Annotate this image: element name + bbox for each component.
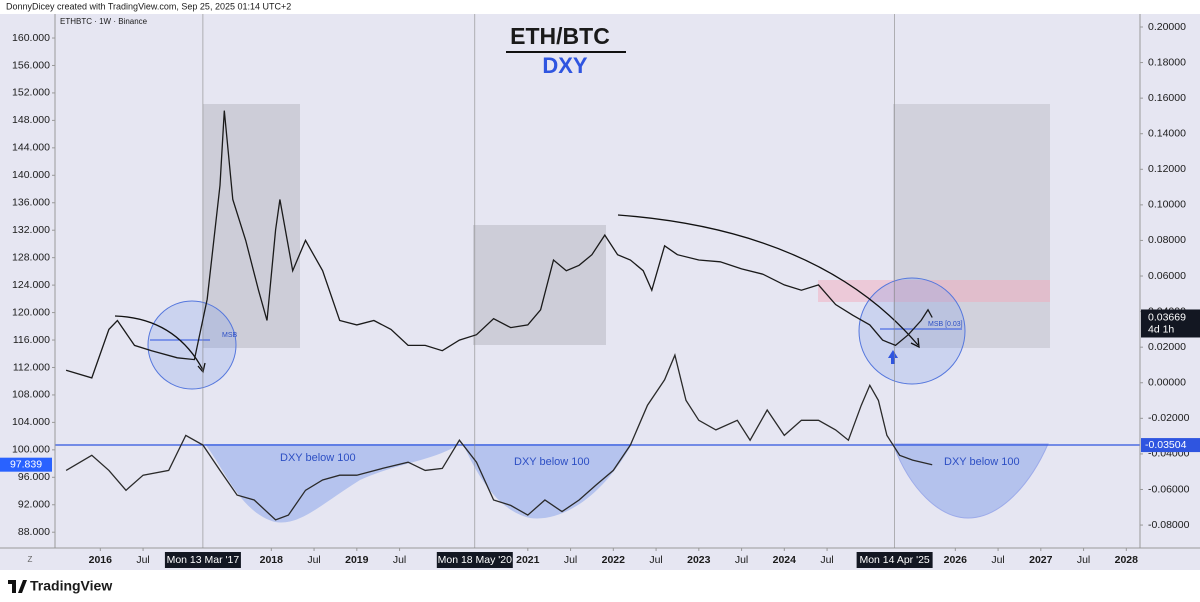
y-tick-label: 160.000: [12, 32, 50, 44]
price-label: 0.03669: [1148, 311, 1186, 323]
y2-tick-label: 0.06000: [1148, 270, 1186, 282]
x-tick-label: Jul: [649, 554, 662, 566]
y2-tick-label: -0.06000: [1148, 483, 1190, 495]
y-tick-label: 92.000: [18, 499, 50, 511]
annotation: DXY below 100: [280, 452, 356, 464]
dxy-area: [463, 444, 632, 519]
header: DonnyDicey created with TradingView.com,…: [6, 1, 291, 11]
level-label: -0.03504: [1145, 439, 1187, 451]
brand: TradingView: [30, 578, 112, 594]
x-tick-label: 2026: [944, 554, 968, 566]
x-tick-label: 2028: [1115, 554, 1139, 566]
y-tick-label: 88.000: [18, 526, 50, 538]
x-tick-label: Jul: [393, 554, 406, 566]
y2-tick-label: 0.08000: [1148, 234, 1186, 246]
resistance-box: [818, 280, 1050, 302]
y-tick-label: 140.000: [12, 169, 50, 181]
y2-tick-label: 0.20000: [1148, 21, 1186, 33]
y-tick-label: 152.000: [12, 87, 50, 99]
crosshair-label-bg: [436, 552, 513, 568]
crosshair-label: Mon 13 Mar '17: [167, 554, 240, 566]
x-tick-label: 2016: [89, 554, 113, 566]
y2-tick-label: 0.02000: [1148, 341, 1186, 353]
y-tick-label: 120.000: [12, 306, 50, 318]
target-box: [893, 104, 1050, 348]
y2-tick-label: 0.00000: [1148, 377, 1186, 389]
crosshair-label-bg: [856, 552, 933, 568]
x-tick-label: Jul: [307, 554, 320, 566]
x-tick-label: 2024: [773, 554, 797, 566]
x-tick-label: Jul: [820, 554, 833, 566]
price-line: [65, 353, 933, 521]
scale-button[interactable]: Z: [28, 555, 33, 564]
dxy-projection: [892, 443, 1049, 519]
y-tick-label: 128.000: [12, 251, 50, 263]
x-tick-label: 2019: [345, 554, 369, 566]
x-tick-label: 2023: [687, 554, 711, 566]
y-tick-label: 116.000: [13, 334, 50, 346]
range-box: [473, 225, 606, 345]
y-tick-label: 104.000: [12, 416, 50, 428]
y2-tick-label: 0.14000: [1148, 127, 1186, 139]
price-label: 97.839: [10, 458, 42, 470]
arrow: [617, 214, 919, 346]
y-tick-label: 112.000: [13, 361, 50, 373]
arrow-head: [910, 337, 920, 349]
crosshair-label-bg: [164, 552, 241, 568]
symbol: ETHBTC · 1W · Binance: [60, 17, 148, 26]
annotation: DXY below 100: [514, 456, 590, 468]
y-tick-label: 100.000: [12, 444, 50, 456]
x-tick-label: 2022: [602, 554, 626, 566]
title: ETH/BTC: [510, 23, 610, 49]
y-tick-label: 148.000: [12, 114, 50, 126]
footer: [0, 570, 1200, 602]
y2-tick-label: 0.16000: [1148, 92, 1186, 104]
range-box: [203, 104, 300, 348]
x-tick-label: Jul: [136, 554, 149, 566]
subtitle: DXY: [542, 53, 588, 78]
crosshair-label: Mon 18 May '20: [438, 554, 513, 566]
price-label-bg: [1141, 309, 1200, 338]
logo-icon: [8, 580, 27, 593]
y-tick-label: 132.000: [12, 224, 50, 236]
y2-tick-label: -0.02000: [1148, 412, 1190, 424]
annotation: DXY below 100: [944, 456, 1020, 468]
y-tick-label: 108.000: [12, 389, 50, 401]
x-tick-label: Jul: [564, 554, 577, 566]
crosshair-label: Mon 14 Apr '25: [859, 554, 929, 566]
arrow: [114, 315, 204, 371]
x-tick-label: Jul: [991, 554, 1004, 566]
annotation: MSB [0.03]: [928, 321, 963, 328]
price-label-bg: [0, 457, 52, 472]
y2-tick-label: 0.10000: [1148, 199, 1186, 211]
y2-tick-label: 0.18000: [1148, 56, 1186, 68]
y-tick-label: 124.000: [12, 279, 50, 291]
y2-tick-label: 0.12000: [1148, 163, 1186, 175]
highlight-circle: [147, 300, 237, 390]
up-arrow: [888, 350, 898, 364]
x-tick-label: 2018: [260, 554, 284, 566]
y-tick-label: 156.000: [12, 59, 50, 71]
level-label-bg: [1141, 438, 1200, 453]
x-tick-label: 2027: [1029, 554, 1053, 566]
y2-tick-label: -0.08000: [1148, 519, 1190, 531]
y-tick-label: 96.000: [18, 471, 50, 483]
y-tick-label: 136.000: [12, 197, 50, 209]
y-tick-label: 144.000: [12, 142, 50, 154]
countdown: 4d 1h: [1148, 323, 1174, 335]
x-tick-label: Jul: [735, 554, 748, 566]
x-tick-label: Jul: [1077, 554, 1090, 566]
x-tick-label: 2021: [516, 554, 540, 566]
price-line: [65, 110, 933, 379]
dxy-area: [205, 444, 460, 523]
annotation: MSB: [222, 332, 238, 339]
